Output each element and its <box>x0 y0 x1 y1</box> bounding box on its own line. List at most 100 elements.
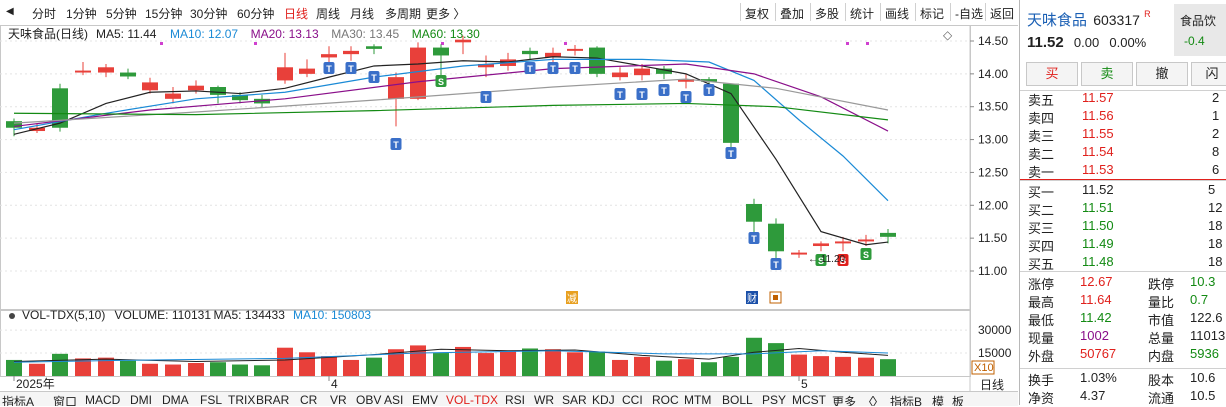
toolbar-button[interactable]: 返回 <box>990 7 1015 21</box>
signal-badge-t[interactable] <box>725 147 737 159</box>
signal-badge-s[interactable] <box>860 248 872 260</box>
stat-row[interactable]: 外盘 50767 内盘 5936 <box>1020 346 1226 364</box>
volume-bar[interactable] <box>791 354 807 376</box>
volume-bar[interactable] <box>254 365 270 376</box>
signal-badge-t[interactable] <box>614 88 626 100</box>
candle-body[interactable] <box>478 64 494 68</box>
candle-body[interactable] <box>188 85 204 91</box>
candle-body[interactable] <box>210 87 226 95</box>
stat-row[interactable]: 净资 4.37 流通 10.5 <box>1020 388 1226 406</box>
indicator-tab[interactable]: 窗口 <box>53 395 78 406</box>
period-tab[interactable]: 日线 <box>284 7 309 21</box>
volume-bar[interactable] <box>188 363 204 376</box>
volume-bar[interactable] <box>813 356 829 376</box>
candle-body[interactable] <box>120 72 136 77</box>
trade-action-button[interactable]: 买 <box>1026 62 1078 86</box>
indicator-tab[interactable]: 〈 <box>862 395 875 406</box>
candle-body[interactable] <box>656 68 672 74</box>
candle-body[interactable] <box>634 68 650 76</box>
indicator-tab[interactable]: MACD <box>85 393 121 406</box>
volume-bar[interactable] <box>120 360 136 376</box>
indicator-tab[interactable]: FSL <box>200 393 223 406</box>
candle-body[interactable] <box>433 47 449 56</box>
volume-bar[interactable] <box>142 363 158 376</box>
candle-body[interactable] <box>299 68 315 74</box>
volume-bar[interactable] <box>612 359 628 376</box>
candle-body[interactable] <box>858 239 874 242</box>
signal-badge-b[interactable] <box>837 254 849 266</box>
volume-bar[interactable] <box>388 349 404 376</box>
period-tab[interactable]: 分时 <box>32 7 57 21</box>
indicator-tab[interactable]: DMA <box>162 393 189 406</box>
volume-bar[interactable] <box>410 345 426 376</box>
indicator-tab[interactable]: 模 <box>932 395 945 406</box>
signal-badge-t[interactable] <box>547 62 559 74</box>
indicator-tab[interactable]: DMI <box>130 393 152 406</box>
candle-body[interactable] <box>29 127 45 132</box>
volume-bar[interactable] <box>768 343 784 376</box>
volume-bar[interactable] <box>232 364 248 376</box>
volume-bar[interactable] <box>433 353 449 376</box>
candle-body[interactable] <box>589 47 605 74</box>
indicator-tab[interactable]: KDJ <box>592 393 615 406</box>
volume-bar[interactable] <box>455 346 471 376</box>
stat-row[interactable]: 换手 1.03% 股本 10.6 <box>1020 370 1226 388</box>
indicator-tab[interactable]: VR <box>330 393 347 406</box>
bid-row[interactable]: 买三 11.50 18 <box>1020 218 1226 236</box>
candle-body[interactable] <box>768 223 784 252</box>
indicator-tab[interactable]: RSI <box>505 393 526 406</box>
ask-row[interactable]: 卖四 11.56 1 <box>1020 108 1226 126</box>
trade-action-button[interactable]: 撤 <box>1136 62 1188 86</box>
signal-badge-t[interactable] <box>748 232 760 244</box>
volume-bar[interactable] <box>656 360 672 376</box>
signal-badge-s[interactable] <box>435 75 447 87</box>
period-tab[interactable]: 5分钟 <box>106 7 137 21</box>
indicator-tab[interactable]: 〉 <box>872 395 885 406</box>
candle-body[interactable] <box>277 67 293 81</box>
candle-body[interactable] <box>723 83 739 143</box>
volume-bar[interactable] <box>478 353 494 376</box>
volume-bar[interactable] <box>343 359 359 376</box>
period-tab[interactable]: 15分钟 <box>145 7 183 21</box>
indicator-tab[interactable]: BRAR <box>256 393 290 406</box>
volume-bar[interactable] <box>880 359 896 376</box>
signal-badge-t[interactable] <box>345 62 357 74</box>
indicator-tab[interactable]: EMV <box>412 393 439 406</box>
signal-badge-t[interactable] <box>658 84 670 96</box>
indicator-tab[interactable]: 板 <box>952 395 965 406</box>
period-tab[interactable]: 1分钟 <box>66 7 97 21</box>
signal-badge-t[interactable] <box>703 84 715 96</box>
stat-row[interactable]: 最低 11.42 市值 122.6 <box>1020 310 1226 328</box>
indicator-tab[interactable]: WR <box>534 393 554 406</box>
candle-body[interactable] <box>701 79 717 82</box>
candle-body[interactable] <box>98 67 114 73</box>
indicator-tab[interactable]: ROC <box>652 393 679 406</box>
sector-box[interactable]: 食品饮 -0.4 <box>1174 4 1226 56</box>
ask-row[interactable]: 卖三 11.55 2 <box>1020 126 1226 144</box>
indicator-tab[interactable]: CR <box>300 393 318 406</box>
volume-bar[interactable] <box>858 357 874 376</box>
volume-bar[interactable] <box>366 357 382 376</box>
period-tab[interactable]: 更多 〉 <box>426 7 466 21</box>
volume-bar[interactable] <box>500 350 516 376</box>
signal-badge-t[interactable] <box>680 91 692 103</box>
stat-row[interactable]: 最高 11.64 量比 0.7 <box>1020 292 1226 310</box>
candle-body[interactable] <box>142 82 158 91</box>
candle-body[interactable] <box>343 50 359 55</box>
candle-body[interactable] <box>880 232 896 237</box>
volume-bar[interactable] <box>634 356 650 376</box>
bid-row[interactable]: 买二 11.51 12 <box>1020 200 1226 218</box>
volume-bar[interactable] <box>52 353 68 376</box>
trade-action-button[interactable]: 闪 <box>1191 62 1226 86</box>
volume-bar[interactable] <box>6 359 22 376</box>
candle-body[interactable] <box>388 77 404 99</box>
candle-body[interactable] <box>746 203 762 222</box>
period-tab[interactable]: 多周期 <box>385 7 422 21</box>
candle-body[interactable] <box>545 52 561 58</box>
bid-row[interactable]: 买五 11.48 18 <box>1020 254 1226 272</box>
candle-body[interactable] <box>813 243 829 247</box>
volume-bar[interactable] <box>567 352 583 376</box>
indicator-tab[interactable]: 指标A <box>2 395 35 406</box>
ask-row[interactable]: 卖二 11.54 8 <box>1020 144 1226 162</box>
indicator-tab[interactable]: BOLL <box>722 393 753 406</box>
